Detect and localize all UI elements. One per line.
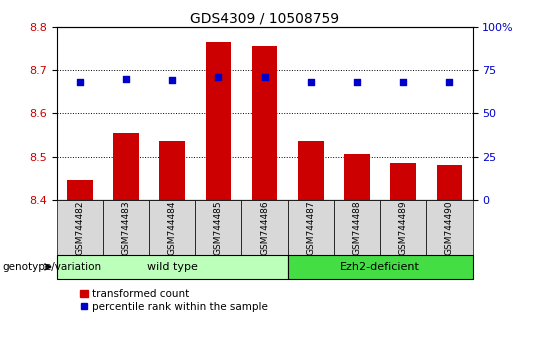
- Point: [76, 79, 84, 85]
- Bar: [437, 165, 462, 200]
- Point: [122, 76, 130, 81]
- Point: [399, 79, 408, 85]
- Point: [445, 79, 454, 85]
- Bar: [390, 163, 416, 200]
- Text: GSM744487: GSM744487: [306, 200, 315, 255]
- Point: [260, 74, 269, 80]
- Text: GSM744486: GSM744486: [260, 200, 269, 255]
- Text: wild type: wild type: [147, 262, 198, 272]
- Bar: [345, 154, 370, 200]
- Text: genotype/variation: genotype/variation: [3, 262, 102, 272]
- Point: [168, 78, 177, 83]
- Text: GSM744482: GSM744482: [75, 200, 84, 255]
- Legend: transformed count, percentile rank within the sample: transformed count, percentile rank withi…: [76, 285, 272, 316]
- Point: [353, 79, 361, 85]
- Bar: [206, 42, 231, 200]
- Title: GDS4309 / 10508759: GDS4309 / 10508759: [190, 11, 339, 25]
- Bar: [159, 142, 185, 200]
- Text: GSM744485: GSM744485: [214, 200, 223, 255]
- Point: [214, 74, 222, 80]
- Text: GSM744484: GSM744484: [168, 200, 177, 255]
- Bar: [298, 142, 323, 200]
- Bar: [252, 46, 278, 200]
- Text: GSM744483: GSM744483: [122, 200, 131, 255]
- Point: [307, 79, 315, 85]
- Text: GSM744490: GSM744490: [445, 200, 454, 255]
- Bar: [113, 133, 139, 200]
- Bar: [67, 181, 92, 200]
- Text: Ezh2-deficient: Ezh2-deficient: [340, 262, 420, 272]
- Text: GSM744489: GSM744489: [399, 200, 408, 255]
- Text: GSM744488: GSM744488: [353, 200, 361, 255]
